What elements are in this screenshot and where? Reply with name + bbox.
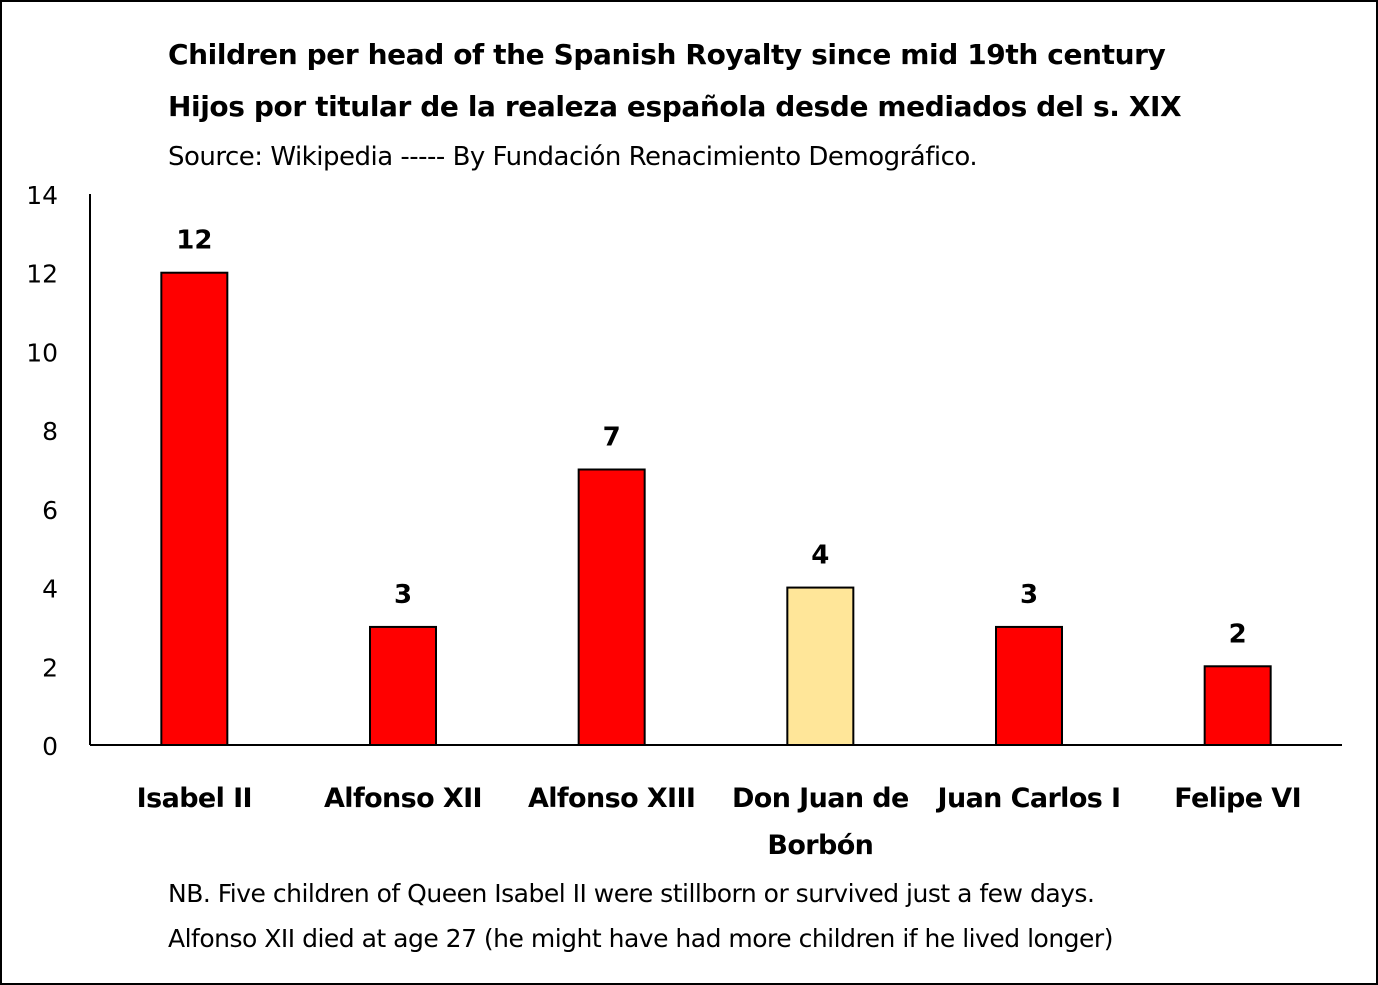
y-tick-label: 2 — [42, 653, 58, 682]
y-tick-label: 4 — [42, 575, 58, 604]
x-tick-label: Alfonso XII — [324, 783, 482, 814]
x-tick-label: Don Juan de — [732, 783, 909, 814]
y-tick-label: 14 — [26, 181, 58, 210]
x-tick-label: Juan Carlos I — [936, 783, 1121, 814]
y-tick-label: 6 — [42, 496, 58, 525]
chart-title: Children per head of the Spanish Royalty… — [168, 38, 1166, 71]
bar — [160, 271, 229, 746]
x-tick-label: Alfonso XIII — [528, 783, 695, 814]
bar — [995, 625, 1063, 747]
y-tick-label: 0 — [42, 732, 58, 761]
data-label: 3 — [394, 580, 412, 610]
footnote-1: NB. Five children of Queen Isabel II wer… — [168, 879, 1095, 908]
bar — [786, 586, 855, 746]
y-tick-label: 12 — [26, 260, 58, 289]
data-label: 7 — [603, 423, 621, 453]
bar — [577, 468, 646, 746]
x-tick-label: Isabel II — [137, 783, 252, 814]
chart-source: Source: Wikipedia ----- By Fundación Ren… — [168, 142, 978, 172]
bar — [1203, 665, 1272, 746]
data-label: 2 — [1229, 619, 1247, 649]
x-tick-label: Felipe VI — [1174, 783, 1301, 814]
footnote-2: Alfonso XII died at age 27 (he might hav… — [168, 924, 1113, 953]
x-tick-label: Borbón — [767, 830, 873, 861]
bar — [369, 625, 437, 747]
chart-subtitle: Hijos por titular de la realeza española… — [168, 90, 1182, 123]
data-label: 3 — [1020, 580, 1038, 610]
data-label: 12 — [176, 226, 212, 256]
y-tick-label: 10 — [26, 338, 58, 367]
data-label: 4 — [811, 541, 829, 571]
y-tick-label: 8 — [42, 417, 58, 446]
